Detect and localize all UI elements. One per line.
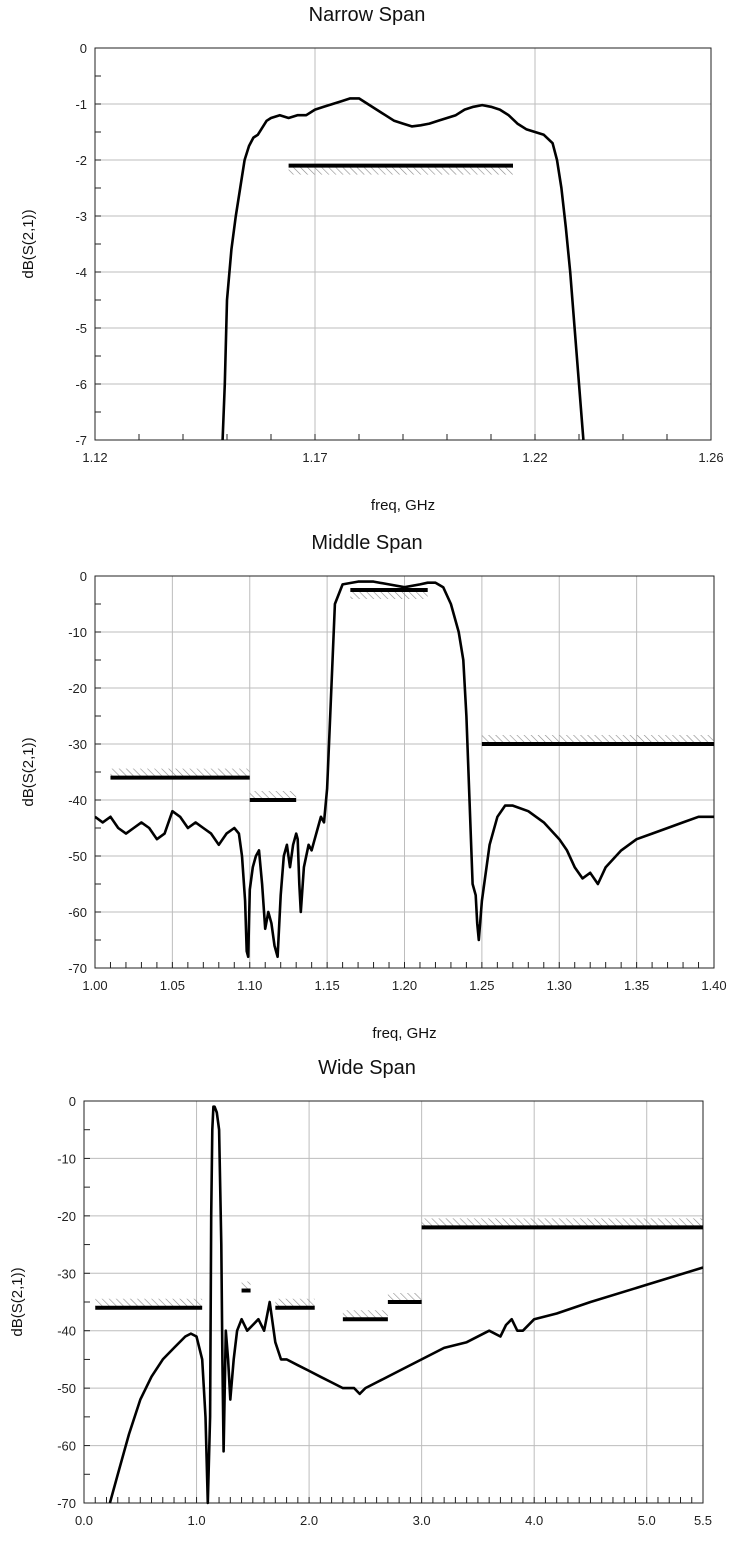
spec-hatch: [275, 1298, 315, 1307]
y-tick-label: -6: [75, 377, 87, 392]
spec-hatch: [241, 1281, 251, 1290]
spec-hatch: [421, 1218, 703, 1227]
y-tick-label: -70: [57, 1496, 76, 1511]
y-tick-label: -50: [57, 1381, 76, 1396]
x-tick-label: 1.20: [392, 978, 417, 993]
y-tick-label: -10: [57, 1151, 76, 1166]
y-tick-label: 0: [80, 41, 87, 56]
x-tick-label: 3.0: [413, 1513, 431, 1528]
y-tick-label: -30: [57, 1266, 76, 1281]
plot-frame: [94, 47, 712, 441]
y-tick-label: -4: [75, 265, 87, 280]
y-tick-label: -3: [75, 209, 87, 224]
y-axis-label: dB(S(2,1)): [20, 209, 37, 278]
x-tick-label: 1.30: [547, 978, 572, 993]
y-tick-label: -40: [57, 1324, 76, 1339]
plot-frame: [94, 575, 715, 969]
plot-frame: [83, 1100, 704, 1504]
x-tick-label: 1.05: [160, 978, 185, 993]
spec-hatch: [481, 735, 714, 743]
spec-hatch: [249, 791, 297, 799]
spec-hatch: [110, 768, 250, 777]
chart-narrow-span: 1.12 1.17 1.22 1.26 0 -1 -2 -3 -4 -5 -6 -7 freq, GHz…: [20, 41, 724, 514]
x-axis-label: freq, GHz: [371, 497, 435, 514]
y-tick-label: 0: [80, 569, 87, 584]
series-line: [108, 1105, 703, 1505]
x-tick-label: 1.25: [469, 978, 494, 993]
x-tick-label: 1.00: [82, 978, 107, 993]
x-tick-label: 2.0: [300, 1513, 318, 1528]
y-tick-label: -70: [68, 961, 87, 976]
x-tick-label: 1.17: [302, 450, 327, 465]
spec-hatch: [342, 1310, 388, 1319]
x-tick-label: 5.0: [638, 1513, 656, 1528]
y-tick-label: -1: [75, 97, 87, 112]
x-tick-label: 4.0: [525, 1513, 543, 1528]
x-tick-label: 0.0: [75, 1513, 93, 1528]
chart-wide-span: 0.0 1.0 2.0 3.0 4.0 5.0 5.5 0 -10 -20 -30 -40 -50 -60…: [9, 1094, 712, 1528]
y-tick-label: -5: [75, 321, 87, 336]
x-tick-label: 1.22: [522, 450, 547, 465]
y-tick-label: -60: [68, 905, 87, 920]
x-tick-label: 1.26: [698, 450, 723, 465]
y-axis-label: dB(S(2,1)): [9, 1267, 26, 1336]
y-tick-label: -10: [68, 625, 87, 640]
spec-hatch: [95, 1298, 203, 1307]
y-axis-label: dB(S(2,1)): [20, 737, 37, 806]
x-tick-label: 1.40: [701, 978, 726, 993]
y-tick-label: -7: [75, 433, 87, 448]
y-tick-label: -20: [57, 1209, 76, 1224]
spec-hatch: [350, 591, 428, 599]
x-tick-label: 1.12: [82, 450, 107, 465]
y-tick-label: -50: [68, 849, 87, 864]
x-tick-label: 1.0: [188, 1513, 206, 1528]
series-line: [221, 97, 585, 441]
x-tick-label: 1.35: [624, 978, 649, 993]
spec-hatch: [387, 1293, 422, 1301]
spec-hatch: [288, 166, 513, 175]
y-tick-label: 0: [69, 1094, 76, 1109]
chart-middle-span: 1.00 1.05 1.10 1.15 1.20 1.25 1.30 1.35 1.40 0 -10…: [20, 569, 727, 1042]
chart-title-wide: Wide Span: [318, 1057, 416, 1079]
chart-title-middle: Middle Span: [311, 532, 423, 554]
x-tick-label: 1.10: [237, 978, 262, 993]
y-tick-label: -20: [68, 681, 87, 696]
y-tick-label: -30: [68, 737, 87, 752]
y-tick-label: -40: [68, 793, 87, 808]
series-line: [95, 580, 714, 959]
chart-title-narrow: Narrow Span: [308, 4, 426, 26]
y-tick-label: -2: [75, 153, 87, 168]
x-axis-label: freq, GHz: [372, 1025, 436, 1042]
y-tick-label: -60: [57, 1439, 76, 1454]
x-tick-label: 5.5: [694, 1513, 712, 1528]
x-tick-label: 1.15: [314, 978, 339, 993]
